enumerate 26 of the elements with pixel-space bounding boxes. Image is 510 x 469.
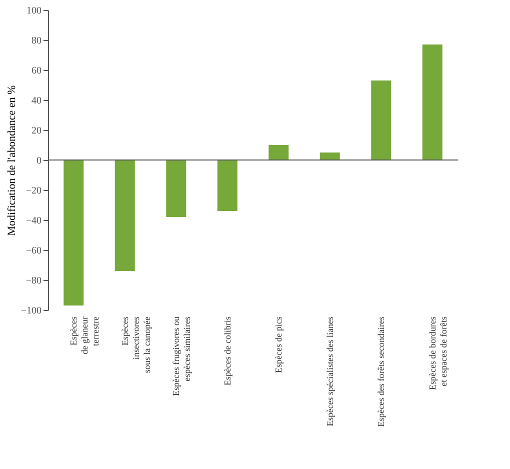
x-tick-label: Espèces de glaneur terrestre (68, 316, 101, 354)
bar (268, 145, 289, 160)
y-tick-label: −60 (26, 246, 42, 256)
y-tick-label: −100 (20, 306, 42, 316)
bar (320, 152, 340, 160)
x-tick-label: Espèces de colibris (222, 316, 232, 386)
x-tick-label: Espèces des forêts secondaires (376, 316, 386, 427)
bar (422, 44, 442, 160)
y-tick-label: 80 (32, 36, 42, 46)
y-tick-label: 0 (36, 156, 42, 166)
y-tick-label: −40 (26, 216, 42, 226)
y-axis-title: Modification de l'abondance en % (6, 85, 18, 236)
y-tick-label: 20 (32, 126, 42, 136)
bar (217, 160, 238, 211)
y-tick-label: 40 (32, 96, 42, 106)
y-tick-label: −80 (26, 276, 42, 286)
bar (114, 160, 135, 271)
y-tick-label: 60 (32, 66, 42, 76)
y-tick-label: −20 (26, 186, 42, 196)
y-tick-label: 100 (26, 6, 42, 16)
bar (371, 80, 392, 160)
x-tick-label: Espèces spécialistes des lianes (324, 316, 335, 426)
x-tick-label: Espèces de pics (274, 316, 284, 373)
bar (166, 160, 186, 217)
x-tick-label: Espèces de bordures et espaces de forêts (427, 316, 448, 390)
bar (64, 160, 84, 306)
